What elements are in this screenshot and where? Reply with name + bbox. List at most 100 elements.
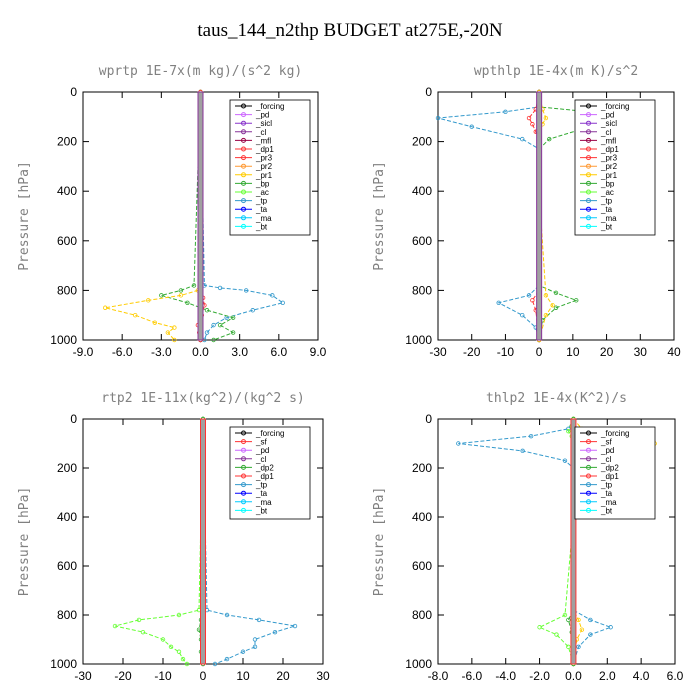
x-tick-label: -20 bbox=[114, 669, 132, 683]
legend-label: _bt bbox=[255, 506, 268, 515]
x-tick-label: -2.0 bbox=[529, 669, 550, 683]
legend-marker bbox=[586, 223, 591, 229]
legend-label: _pd bbox=[600, 446, 614, 455]
data-point bbox=[553, 290, 559, 296]
legend-label: _ac bbox=[600, 188, 614, 197]
legend-marker bbox=[241, 180, 246, 186]
y-tick-label: 200 bbox=[57, 135, 77, 149]
legend-marker bbox=[586, 430, 591, 436]
series-line-pr1 bbox=[572, 418, 655, 665]
data-point bbox=[211, 322, 216, 328]
data-point bbox=[292, 623, 298, 629]
legend-label: _forcing bbox=[255, 102, 284, 111]
x-tick-label: -30 bbox=[429, 345, 447, 359]
data-point bbox=[456, 441, 461, 446]
data-point bbox=[270, 293, 275, 298]
data-point bbox=[230, 330, 236, 335]
data-point bbox=[543, 293, 549, 298]
legend-label: _bp bbox=[600, 179, 615, 188]
panel-1: wprtp 1E-7x(m kg)/(s^2 kg) Pressure [hPa]… bbox=[17, 64, 327, 359]
data-point bbox=[554, 632, 559, 637]
data-point bbox=[543, 115, 549, 121]
data-point bbox=[250, 308, 255, 313]
legend-label: _sf bbox=[600, 438, 612, 447]
legend-marker bbox=[241, 103, 246, 109]
legend-label: _pr2 bbox=[600, 162, 618, 171]
x-tick-label: -10 bbox=[497, 345, 515, 359]
data-point bbox=[520, 313, 525, 318]
legend-label: _ta bbox=[600, 489, 613, 498]
legend-marker bbox=[241, 447, 246, 453]
legend-label: _sicl bbox=[600, 119, 617, 128]
data-point bbox=[184, 661, 190, 667]
legend-marker bbox=[241, 137, 246, 143]
legend-marker bbox=[241, 155, 246, 161]
legend-marker bbox=[586, 180, 591, 186]
data-point bbox=[520, 448, 525, 454]
data-point bbox=[553, 305, 559, 310]
legend-label: _bt bbox=[255, 222, 268, 231]
y-tick-label: 800 bbox=[412, 283, 432, 297]
legend-label: _sicl bbox=[255, 119, 272, 128]
data-point bbox=[212, 661, 218, 667]
data-point bbox=[178, 288, 184, 293]
x-tick-label: -20 bbox=[463, 345, 481, 359]
data-point bbox=[530, 122, 535, 127]
data-point bbox=[579, 627, 585, 632]
y-tick-label: 1000 bbox=[50, 333, 77, 347]
plot-frame bbox=[437, 418, 676, 665]
series-line-tp bbox=[437, 92, 540, 341]
data-point bbox=[547, 136, 552, 142]
legend-marker bbox=[241, 490, 246, 496]
legend-marker bbox=[586, 163, 591, 169]
legend-label: _tp bbox=[600, 197, 613, 206]
legend-marker bbox=[586, 447, 591, 453]
legend-marker bbox=[241, 206, 246, 212]
series-line-bp bbox=[159, 91, 235, 341]
legend-box bbox=[229, 99, 311, 236]
data-point bbox=[566, 429, 571, 434]
x-tick-label: -10 bbox=[154, 669, 172, 683]
data-point bbox=[176, 649, 182, 654]
legend-marker bbox=[586, 482, 591, 488]
data-point bbox=[140, 629, 146, 635]
y-tick-label: 400 bbox=[57, 510, 77, 524]
y-tick-label: 200 bbox=[412, 135, 432, 149]
data-point bbox=[256, 617, 262, 623]
data-point bbox=[526, 293, 532, 298]
legend-marker bbox=[586, 473, 591, 479]
x-tick-label: 10 bbox=[236, 669, 250, 683]
data-point bbox=[496, 300, 501, 305]
x-tick-label: 20 bbox=[600, 345, 614, 359]
legend-marker bbox=[586, 198, 591, 204]
legend-marker bbox=[241, 189, 246, 195]
y-tick-label: 600 bbox=[412, 559, 432, 573]
legend-label: _pr3 bbox=[600, 154, 618, 163]
legend-label: _cl bbox=[255, 128, 266, 137]
panel-4: thlp2 1E-4x(K^2)/s Pressure [hPa] 0 200 400 6… bbox=[372, 391, 684, 683]
data-point bbox=[435, 115, 441, 121]
legend-marker bbox=[586, 215, 591, 221]
legend-label: _ma bbox=[600, 214, 617, 223]
x-tick-label: -3.0 bbox=[151, 345, 172, 359]
legend-marker bbox=[586, 137, 591, 143]
data-point bbox=[146, 298, 151, 303]
data-point bbox=[168, 644, 174, 650]
legend-label: _forcing bbox=[255, 429, 284, 438]
data-point bbox=[530, 298, 535, 303]
data-point bbox=[469, 124, 474, 129]
data-point bbox=[566, 617, 571, 623]
zero-terms-band bbox=[536, 91, 543, 341]
panel-title: thlp2 1E-4x(K^2)/s bbox=[486, 391, 627, 406]
data-point bbox=[176, 612, 182, 618]
data-point bbox=[240, 649, 246, 654]
x-tick-label: 6.0 bbox=[667, 669, 684, 683]
y-tick-label: 0 bbox=[425, 85, 432, 99]
data-point bbox=[152, 320, 158, 325]
x-tick-label: -4.0 bbox=[495, 669, 516, 683]
legend-label: _pr1 bbox=[255, 171, 273, 180]
legend-marker bbox=[586, 172, 591, 178]
legend-marker bbox=[586, 507, 591, 513]
